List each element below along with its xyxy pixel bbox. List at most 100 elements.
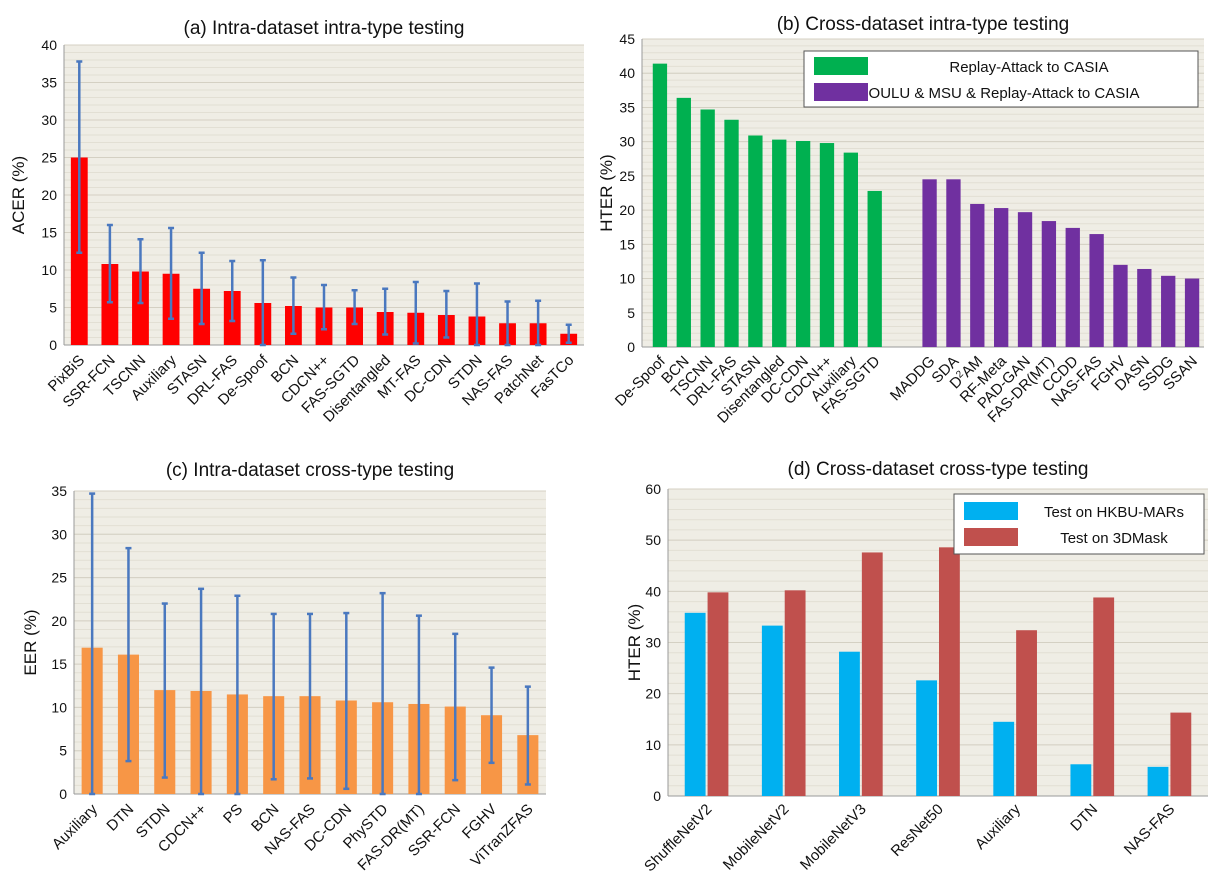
bar bbox=[684, 612, 706, 796]
chart-panel-a: 0 5 10 15 20 25 30 35 40 (a) Intra-dataset intra-… bbox=[9, 18, 584, 426]
y-tick-label: 15 bbox=[51, 656, 67, 672]
y-tick-label: 25 bbox=[51, 570, 67, 586]
bar bbox=[101, 264, 119, 345]
legend-label: Replay-Attack to CASIA bbox=[949, 59, 1108, 76]
x-tick-label: MobileNetV3 bbox=[797, 801, 870, 874]
y-tick-label: 0 bbox=[49, 337, 57, 353]
y-tick-label: 30 bbox=[51, 526, 67, 542]
y-tick-label: 0 bbox=[59, 786, 67, 802]
legend-swatch bbox=[964, 502, 1018, 520]
bar bbox=[867, 190, 882, 347]
y-tick-label: 25 bbox=[41, 150, 57, 166]
x-tick-label: ShuffleNetV2 bbox=[641, 801, 715, 875]
bar bbox=[772, 139, 787, 347]
bar bbox=[724, 119, 739, 348]
bar bbox=[748, 135, 763, 347]
chart-panel-d: 0 10 20 30 40 50 60 (d) Cross-dataset cross-typ… bbox=[625, 459, 1208, 875]
y-tick-label: 5 bbox=[49, 300, 57, 316]
y-tick-label: 30 bbox=[41, 112, 57, 128]
x-tick-label: DTN bbox=[1067, 801, 1101, 835]
y-tick-label: 0 bbox=[653, 788, 661, 804]
x-tick-label: MADDG bbox=[887, 353, 939, 405]
bar bbox=[861, 552, 883, 796]
legend-label: Test on HKBU-MARs bbox=[1044, 504, 1184, 521]
bar bbox=[1065, 227, 1080, 347]
bar bbox=[1093, 597, 1115, 796]
y-axis-label: ACER (%) bbox=[9, 156, 28, 234]
bar bbox=[652, 63, 668, 347]
bar bbox=[795, 140, 811, 347]
bar bbox=[839, 651, 860, 796]
chart-title: (d) Cross-dataset cross-type testing bbox=[788, 459, 1089, 480]
bar bbox=[946, 179, 961, 347]
x-tick-label: MobileNetV2 bbox=[720, 801, 793, 874]
bar bbox=[132, 271, 149, 345]
y-axis-label: HTER (%) bbox=[625, 604, 644, 681]
bar bbox=[993, 721, 1015, 796]
y-tick-label: 60 bbox=[645, 481, 661, 497]
bar bbox=[994, 208, 1009, 347]
y-tick-label: 30 bbox=[645, 635, 661, 651]
y-tick-label: 35 bbox=[51, 483, 67, 499]
y-tick-label: 20 bbox=[51, 613, 67, 629]
legend-label: Test on 3DMask bbox=[1060, 530, 1168, 547]
y-tick-label: 20 bbox=[41, 187, 57, 203]
y-tick-label: 10 bbox=[41, 262, 57, 278]
x-tick-label: ResNet50 bbox=[888, 801, 947, 860]
y-tick-label: 25 bbox=[619, 168, 635, 184]
legend-swatch bbox=[964, 528, 1018, 546]
legend-swatch bbox=[814, 57, 868, 75]
bar bbox=[1137, 268, 1152, 347]
bar bbox=[1170, 712, 1192, 796]
bar bbox=[346, 307, 363, 345]
chart-title: (c) Intra-dataset cross-type testing bbox=[166, 460, 454, 481]
bar bbox=[707, 592, 729, 796]
x-tick-label: PS bbox=[220, 801, 246, 827]
bar bbox=[1147, 766, 1169, 796]
bar bbox=[1017, 212, 1033, 347]
bar bbox=[1161, 275, 1176, 347]
chart-panel-b: 0 5 10 15 20 25 30 35 40 45 (b) Cross-dataset intr… bbox=[597, 14, 1204, 427]
y-tick-label: 45 bbox=[619, 31, 635, 47]
y-tick-label: 10 bbox=[619, 271, 635, 287]
x-tick-label: Auxiliary bbox=[972, 800, 1024, 852]
chart-title: (b) Cross-dataset intra-type testing bbox=[777, 14, 1070, 35]
y-tick-label: 20 bbox=[645, 686, 661, 702]
y-axis-label: EER (%) bbox=[21, 609, 40, 675]
bar bbox=[1184, 278, 1200, 347]
y-tick-label: 40 bbox=[41, 37, 57, 53]
chart-panel-c: 0 5 10 15 20 25 30 35 (c) Intra-dataset cross-ty… bbox=[21, 460, 546, 874]
x-tick-label: De-Spoof bbox=[612, 352, 669, 409]
y-axis-label: HTER (%) bbox=[597, 154, 616, 231]
legend-swatch bbox=[814, 83, 868, 101]
y-tick-label: 5 bbox=[627, 305, 635, 321]
bar bbox=[1041, 221, 1057, 347]
bar bbox=[1113, 264, 1128, 347]
y-tick-label: 30 bbox=[619, 134, 635, 150]
bar bbox=[843, 152, 858, 347]
y-tick-label: 10 bbox=[645, 737, 661, 753]
y-tick-label: 0 bbox=[627, 339, 635, 355]
bar bbox=[784, 590, 806, 796]
x-tick-label: NAS-FAS bbox=[1121, 801, 1178, 858]
y-tick-label: 15 bbox=[41, 225, 57, 241]
bar bbox=[761, 625, 783, 796]
y-tick-label: 5 bbox=[59, 743, 67, 759]
bar bbox=[939, 547, 960, 796]
bar bbox=[922, 179, 937, 347]
y-tick-label: 35 bbox=[619, 99, 635, 115]
bar bbox=[1016, 630, 1037, 796]
y-tick-label: 20 bbox=[619, 202, 635, 218]
x-tick-label: Auxiliary bbox=[49, 800, 101, 852]
bar bbox=[700, 109, 715, 348]
y-tick-label: 40 bbox=[645, 583, 661, 599]
y-tick-label: 50 bbox=[645, 532, 661, 548]
y-tick-label: 35 bbox=[41, 75, 57, 91]
bar bbox=[819, 143, 835, 347]
bar bbox=[1070, 764, 1092, 796]
chart-title: (a) Intra-dataset intra-type testing bbox=[184, 18, 465, 39]
legend-box bbox=[803, 50, 1199, 108]
bar bbox=[676, 97, 691, 348]
legend-label: OULU & MSU & Replay-Attack to CASIA bbox=[869, 85, 1140, 102]
